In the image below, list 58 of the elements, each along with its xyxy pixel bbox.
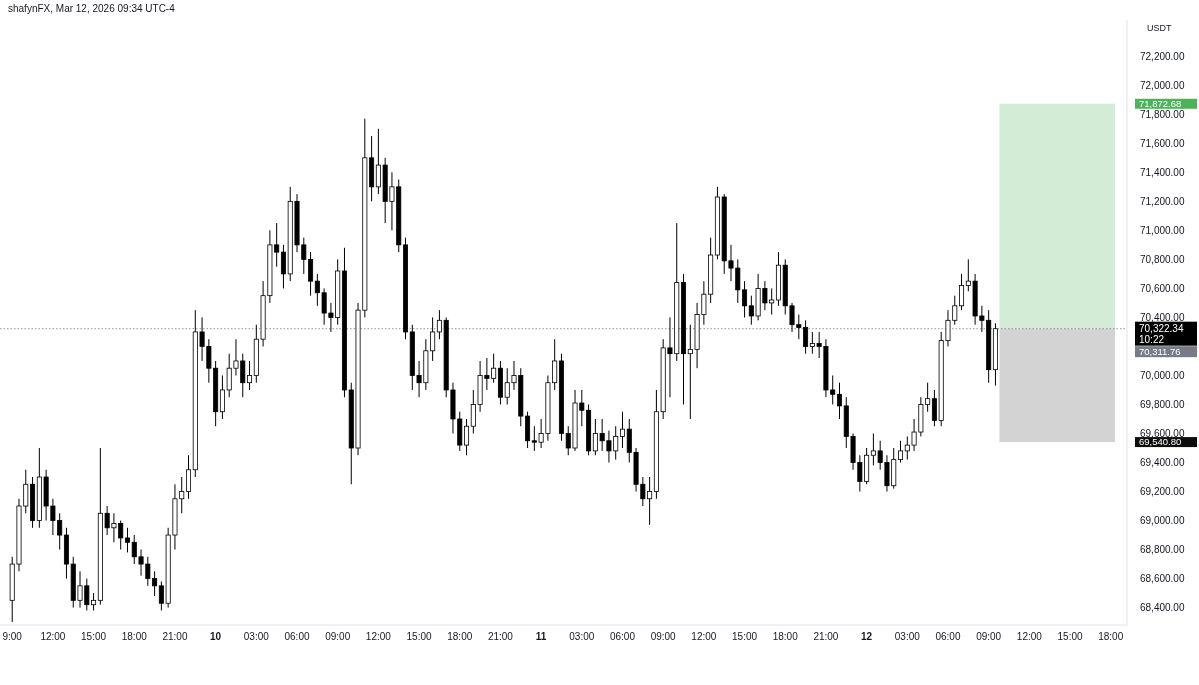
x-tick-label: 18:00 — [772, 631, 799, 642]
x-tick-label: 15:00 — [1057, 631, 1083, 642]
x-tick-label: 12:00 — [40, 631, 66, 642]
y-tick-label: 71,800.00 — [1140, 108, 1185, 120]
y-tick-label: 69,200.00 — [1140, 486, 1185, 498]
y-tick-label: 72,200.00 — [1140, 50, 1185, 62]
x-tick-label: 12:00 — [1016, 631, 1043, 642]
x-tick-label: 10 — [210, 631, 222, 642]
text: 70,311.76 — [1139, 346, 1181, 358]
ref-line-label: 70,322.34 — [1139, 323, 1184, 335]
y-tick-label: 69,000.00 — [1140, 515, 1185, 527]
y-tick-label: 69,600.00 — [1140, 427, 1185, 439]
x-tick-label: 09:00 — [325, 631, 351, 642]
band-label: 71,872.68 — [1139, 98, 1182, 110]
x-tick-label: 15:00 — [406, 631, 433, 642]
text: 10:22 — [1139, 334, 1165, 346]
y-tick-label: 68,600.00 — [1140, 573, 1185, 585]
x-tick-label: 21:00 — [487, 631, 514, 642]
y-tick-label: 70,600.00 — [1140, 282, 1185, 294]
y-tick-label: 71,600.00 — [1140, 137, 1185, 149]
y-axis-title: USDT — [1147, 23, 1172, 33]
y-tick-label: 68,400.00 — [1140, 602, 1185, 614]
x-tick-label: 03:00 — [569, 631, 595, 642]
x-tick-label: 18:00 — [1098, 631, 1124, 642]
x-tick-label: 15:00 — [732, 631, 758, 642]
candlestick — [619, 411, 625, 449]
x-tick-label: 06:00 — [609, 631, 636, 642]
y-tick-label: 69,800.00 — [1140, 398, 1185, 410]
y-tick-label: 70,000.00 — [1140, 369, 1185, 381]
y-tick-label: 72,000.00 — [1140, 79, 1185, 91]
x-tick-label: 11 — [535, 631, 547, 642]
x-tick-label: 18:00 — [121, 631, 148, 642]
x-tick-label: 03:00 — [894, 631, 921, 642]
x-tick-label: 03:00 — [243, 631, 270, 642]
y-tick-label: 68,800.00 — [1140, 544, 1185, 556]
y-tick-label: 71,000.00 — [1140, 224, 1185, 236]
x-tick-label: 12:00 — [365, 631, 392, 642]
x-tick-label: 21:00 — [813, 631, 839, 642]
candlestick — [186, 454, 192, 500]
candlestick — [898, 440, 904, 464]
x-tick-label: 15:00 — [81, 631, 107, 642]
x-tick-label: 18:00 — [447, 631, 473, 642]
chart-title: shafynFX, Mar 12, 2026 09:34 UTC-4 — [8, 3, 176, 14]
y-tick-label: 71,400.00 — [1140, 166, 1185, 178]
candlestick — [836, 382, 842, 420]
y-tick-label: 70,400.00 — [1140, 311, 1185, 323]
x-tick-label: 9:00 — [2, 631, 23, 642]
x-tick-label: 06:00 — [935, 631, 961, 642]
y-tick-label: 70,800.00 — [1140, 253, 1185, 265]
x-tick-label: 21:00 — [162, 631, 188, 642]
y-tick-label: 71,200.00 — [1140, 195, 1185, 207]
candlestick — [124, 527, 130, 553]
x-tick-label: 06:00 — [284, 631, 310, 642]
x-tick-label: 12 — [861, 631, 873, 642]
x-tick-label: 09:00 — [976, 631, 1002, 642]
x-tick-label: 12:00 — [691, 631, 717, 642]
y-tick-label: 69,400.00 — [1140, 457, 1185, 469]
x-tick-label: 09:00 — [650, 631, 677, 642]
